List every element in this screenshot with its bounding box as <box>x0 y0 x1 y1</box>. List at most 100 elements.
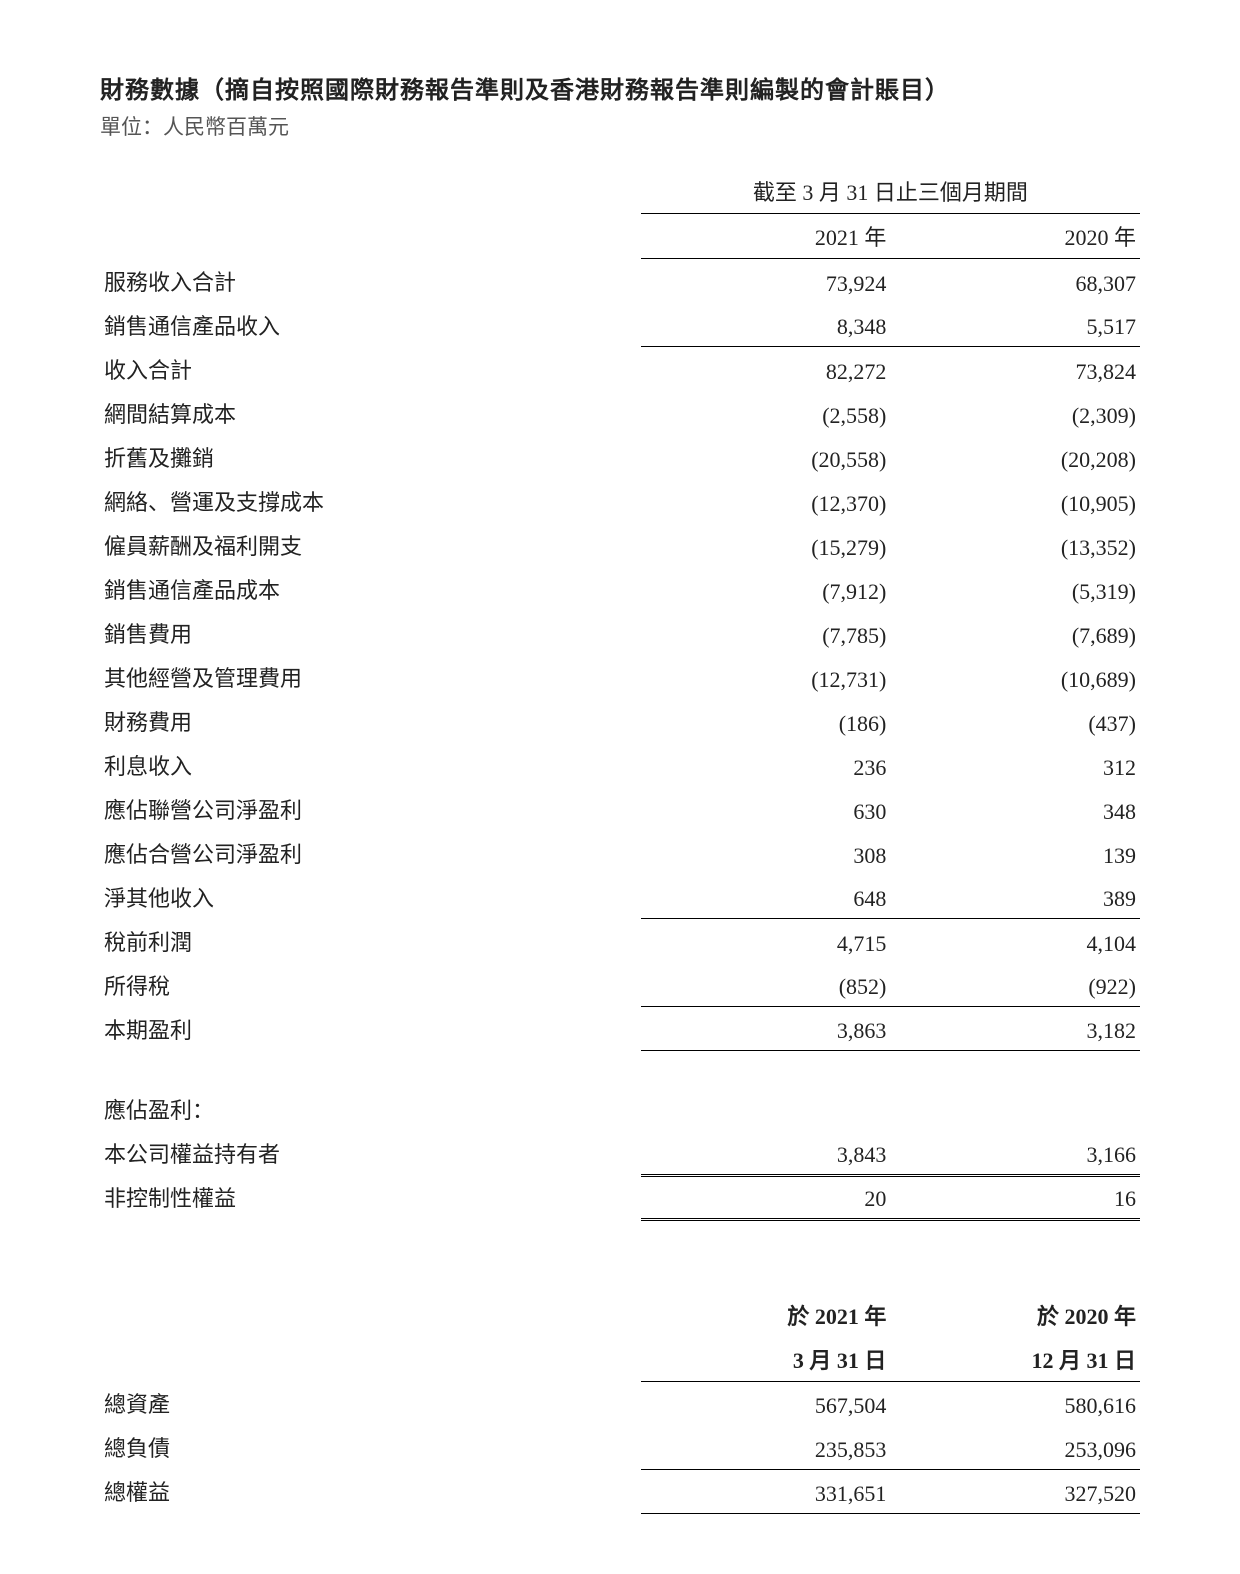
value-2020: 4,104 <box>890 919 1140 963</box>
table-row: 收入合計82,27273,824 <box>100 347 1140 391</box>
row-label: 稅前利潤 <box>100 919 641 963</box>
row-label: 所得稅 <box>100 963 641 1007</box>
table-row: 總負債235,853253,096 <box>100 1425 1140 1469</box>
row-label: 總負債 <box>100 1425 641 1469</box>
value-2021: 73,924 <box>641 259 891 303</box>
table-row: 財務費用(186)(437) <box>100 699 1140 743</box>
value-col1: 235,853 <box>641 1425 891 1469</box>
value-2020: (10,905) <box>890 479 1140 523</box>
period-caption-row: 截至 3 月 31 日止三個月期間 <box>100 169 1140 214</box>
value-2020: 68,307 <box>890 259 1140 303</box>
row-label: 網間結算成本 <box>100 391 641 435</box>
row-label: 網絡、營運及支撐成本 <box>100 479 641 523</box>
row-label: 總權益 <box>100 1469 641 1513</box>
value-2021: (852) <box>641 963 891 1007</box>
period-caption: 截至 3 月 31 日止三個月期間 <box>641 169 1140 214</box>
table-row: 應佔聯營公司淨盈利630348 <box>100 787 1140 831</box>
balance-date-row2: 3 月 31 日 12 月 31 日 <box>100 1337 1140 1382</box>
col-year-2020: 2020 年 <box>890 214 1140 259</box>
value-2021: 82,272 <box>641 347 891 391</box>
value-2021: (2,558) <box>641 391 891 435</box>
value-2021: 4,715 <box>641 919 891 963</box>
table-row: 總資產567,504580,616 <box>100 1381 1140 1425</box>
income-statement-table: 截至 3 月 31 日止三個月期間 2021 年 2020 年 服務收入合計73… <box>100 169 1140 1514</box>
value-2020: (922) <box>890 963 1140 1007</box>
table-row: 應佔合營公司淨盈利308139 <box>100 831 1140 875</box>
row-label: 銷售通信產品成本 <box>100 567 641 611</box>
table-row: 折舊及攤銷(20,558)(20,208) <box>100 435 1140 479</box>
col-year-2021: 2021 年 <box>641 214 891 259</box>
value-2020: 73,824 <box>890 347 1140 391</box>
value-2020: 16 <box>890 1175 1140 1219</box>
row-label: 財務費用 <box>100 699 641 743</box>
value-2020: (437) <box>890 699 1140 743</box>
value-2021: 630 <box>641 787 891 831</box>
table-row: 銷售費用(7,785)(7,689) <box>100 611 1140 655</box>
value-2021: (7,785) <box>641 611 891 655</box>
value-col2: 327,520 <box>890 1469 1140 1513</box>
table-row: 非控制性權益2016 <box>100 1175 1140 1219</box>
year-header-row: 2021 年 2020 年 <box>100 214 1140 259</box>
value-2020: (5,319) <box>890 567 1140 611</box>
value-2021: (186) <box>641 699 891 743</box>
table-row: 其他經營及管理費用(12,731)(10,689) <box>100 655 1140 699</box>
row-label: 銷售通信產品收入 <box>100 303 641 347</box>
value-2021: 8,348 <box>641 303 891 347</box>
table-row: 服務收入合計73,92468,307 <box>100 259 1140 303</box>
table-row: 淨其他收入648389 <box>100 875 1140 919</box>
table-row: 僱員薪酬及福利開支(15,279)(13,352) <box>100 523 1140 567</box>
table-row: 總權益331,651327,520 <box>100 1469 1140 1513</box>
value-col2: 253,096 <box>890 1425 1140 1469</box>
row-label: 其他經營及管理費用 <box>100 655 641 699</box>
value-2020: 348 <box>890 787 1140 831</box>
table-row: 銷售通信產品成本(7,912)(5,319) <box>100 567 1140 611</box>
table-row: 銷售通信產品收入8,3485,517 <box>100 303 1140 347</box>
value-col2: 580,616 <box>890 1381 1140 1425</box>
balance-date1-l2: 3 月 31 日 <box>641 1337 891 1382</box>
value-2021: 3,843 <box>641 1131 891 1175</box>
table-row: 利息收入236312 <box>100 743 1140 787</box>
value-2020: (2,309) <box>890 391 1140 435</box>
value-2020: 3,166 <box>890 1131 1140 1175</box>
value-2021: 308 <box>641 831 891 875</box>
value-col1: 331,651 <box>641 1469 891 1513</box>
value-2021: (7,912) <box>641 567 891 611</box>
value-2021: (12,731) <box>641 655 891 699</box>
table-row: 網絡、營運及支撐成本(12,370)(10,905) <box>100 479 1140 523</box>
row-label: 銷售費用 <box>100 611 641 655</box>
value-2021: 648 <box>641 875 891 919</box>
unit-label: 單位：人民幣百萬元 <box>100 111 1140 141</box>
value-2021: 3,863 <box>641 1007 891 1051</box>
value-2021: (12,370) <box>641 479 891 523</box>
value-2021: (20,558) <box>641 435 891 479</box>
value-2020: (7,689) <box>890 611 1140 655</box>
table-row: 網間結算成本(2,558)(2,309) <box>100 391 1140 435</box>
value-2020: (20,208) <box>890 435 1140 479</box>
table-row: 本公司權益持有者3,8433,166 <box>100 1131 1140 1175</box>
financial-data-page: 財務數據（摘自按照國際財務報告準則及香港財務報告準則編製的會計賬目） 單位：人民… <box>0 0 1240 1574</box>
balance-date1-l1: 於 2021 年 <box>641 1293 891 1337</box>
value-2020: (13,352) <box>890 523 1140 567</box>
value-2021: (15,279) <box>641 523 891 567</box>
value-2020: 389 <box>890 875 1140 919</box>
value-2020: 5,517 <box>890 303 1140 347</box>
row-label: 服務收入合計 <box>100 259 641 303</box>
value-2020: 312 <box>890 743 1140 787</box>
value-2020: (10,689) <box>890 655 1140 699</box>
balance-date2-l1: 於 2020 年 <box>890 1293 1140 1337</box>
row-label: 本期盈利 <box>100 1007 641 1051</box>
row-label: 應佔聯營公司淨盈利 <box>100 787 641 831</box>
row-label: 僱員薪酬及福利開支 <box>100 523 641 567</box>
row-label: 總資產 <box>100 1381 641 1425</box>
value-col1: 567,504 <box>641 1381 891 1425</box>
table-row: 所得稅(852)(922) <box>100 963 1140 1007</box>
value-2020: 3,182 <box>890 1007 1140 1051</box>
table-row: 稅前利潤4,7154,104 <box>100 919 1140 963</box>
row-label: 本公司權益持有者 <box>100 1131 641 1175</box>
row-label: 非控制性權益 <box>100 1175 641 1219</box>
balance-date-row1: 於 2021 年 於 2020 年 <box>100 1293 1140 1337</box>
row-label: 利息收入 <box>100 743 641 787</box>
row-label: 淨其他收入 <box>100 875 641 919</box>
row-label: 折舊及攤銷 <box>100 435 641 479</box>
row-label: 應佔合營公司淨盈利 <box>100 831 641 875</box>
